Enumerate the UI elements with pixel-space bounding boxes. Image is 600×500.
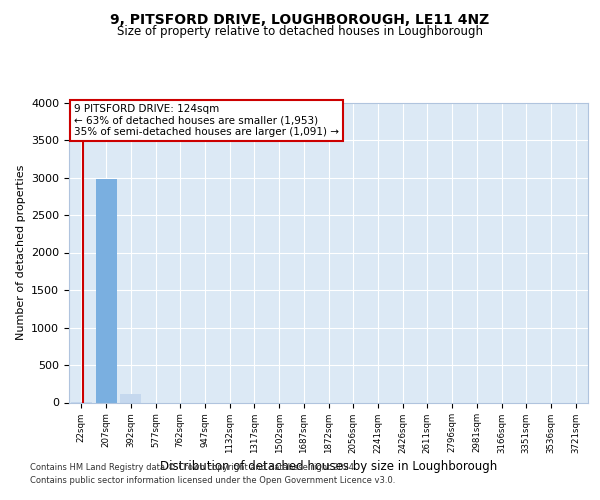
Y-axis label: Number of detached properties: Number of detached properties [16,165,26,340]
Bar [95,180,116,402]
Text: Size of property relative to detached houses in Loughborough: Size of property relative to detached ho… [117,25,483,38]
Text: Contains HM Land Registry data © Crown copyright and database right 2024.: Contains HM Land Registry data © Crown c… [30,464,356,472]
Text: 9 PITSFORD DRIVE: 124sqm
← 63% of detached houses are smaller (1,953)
35% of sem: 9 PITSFORD DRIVE: 124sqm ← 63% of detach… [74,104,339,137]
Text: 9, PITSFORD DRIVE, LOUGHBOROUGH, LE11 4NZ: 9, PITSFORD DRIVE, LOUGHBOROUGH, LE11 4N… [110,12,490,26]
Bar [120,394,141,402]
X-axis label: Distribution of detached houses by size in Loughborough: Distribution of detached houses by size … [160,460,497,472]
Text: Contains public sector information licensed under the Open Government Licence v3: Contains public sector information licen… [30,476,395,485]
